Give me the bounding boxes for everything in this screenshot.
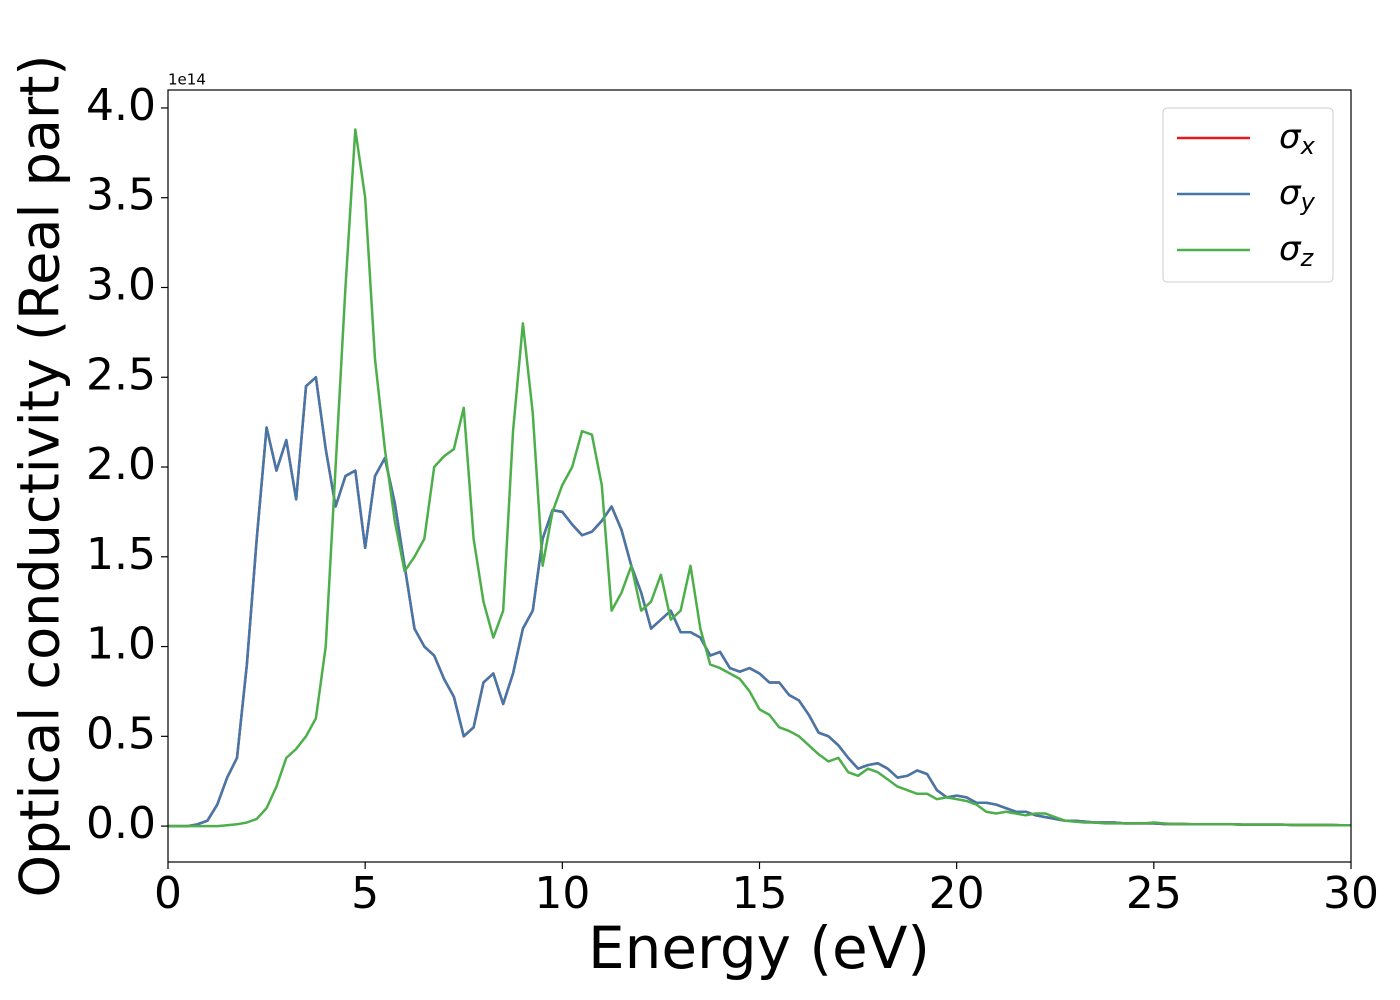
series-line (168, 376, 1351, 828)
y-tick-label: 1.0 (86, 619, 156, 670)
y-tick-label: 2.5 (86, 349, 156, 400)
legend-label: σx (1279, 117, 1316, 161)
x-tick-label: 0 (154, 868, 182, 919)
offset-label: 1e14 (168, 71, 206, 89)
y-tick-label: 3.0 (86, 259, 156, 310)
y-tick-label: 0.5 (86, 708, 156, 759)
series-line (168, 128, 1351, 828)
legend-label: σz (1279, 229, 1315, 273)
x-tick-label: 5 (351, 868, 379, 919)
x-tick-label: 25 (1126, 868, 1182, 919)
x-tick-label: 10 (534, 868, 590, 919)
y-tick-label: 0.0 (86, 798, 156, 849)
x-tick-label: 15 (732, 868, 788, 919)
y-tick-label: 3.5 (86, 170, 156, 221)
legend-label: σy (1279, 173, 1316, 217)
series-line (168, 376, 1351, 828)
plot-frame (167, 89, 1352, 863)
y-tick-label: 1.5 (86, 529, 156, 580)
x-tick-label: 30 (1323, 868, 1379, 919)
y-axis-label: Optical conductivity (Real part) (9, 55, 72, 898)
x-axis-label: Energy (eV) (588, 914, 930, 982)
y-tick-label: 4.0 (86, 80, 156, 131)
x-tick-label: 20 (929, 868, 985, 919)
y-tick-label: 2.0 (86, 439, 156, 490)
